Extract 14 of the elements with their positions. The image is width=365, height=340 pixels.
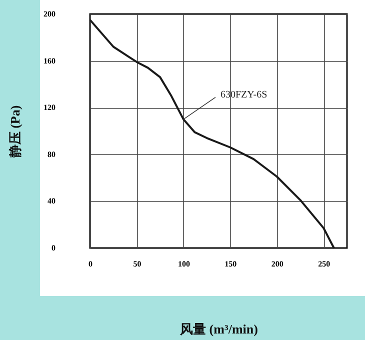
y-tick-label: 120 xyxy=(44,103,56,112)
y-tick-label: 0 xyxy=(52,244,56,252)
y-tick-label: 40 xyxy=(48,196,56,206)
y-axis-title: 静压 (Pa) xyxy=(8,105,22,159)
y-tick-label: 160 xyxy=(44,56,56,66)
x-tick-label: 0 xyxy=(88,260,92,268)
x-axis-title: 风量 (m³/min) xyxy=(179,322,258,336)
x-tick-label: 150 xyxy=(224,260,237,268)
x-tick-label: 250 xyxy=(318,260,330,268)
x-tick-label: 50 xyxy=(133,260,142,268)
x-tick-label: 100 xyxy=(178,260,190,268)
y-tick-label: 200 xyxy=(44,10,56,18)
x-tick-label: 200 xyxy=(271,260,284,268)
y-tick-label: 80 xyxy=(48,150,56,159)
